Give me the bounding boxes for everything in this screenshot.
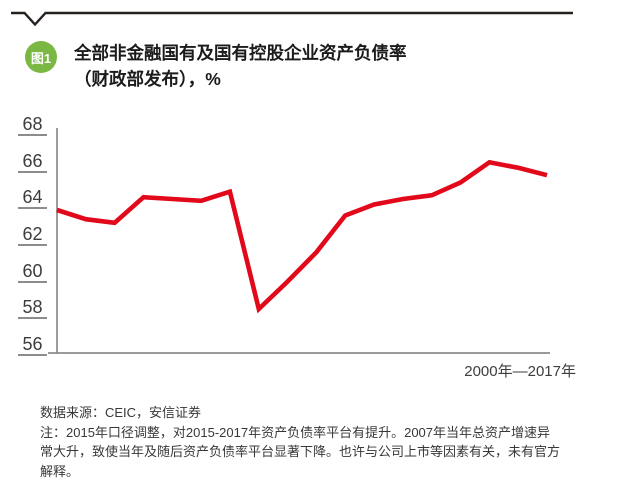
note-line: 注：2015年口径调整，对2015-2017年资产负债率平台有提升。2007年当… — [40, 424, 551, 440]
y-axis-tick-label: 66 — [18, 152, 47, 173]
data-source-line: 数据来源：CEIC，安信证券 — [40, 405, 202, 420]
asset-liability-ratio-line — [56, 159, 548, 314]
y-axis-tick-label: 62 — [18, 225, 47, 246]
footer-notes: 数据来源：CEIC，安信证券 注：2015年口径调整，对2015-2017年资产… — [40, 403, 600, 481]
chart-title-line1: 全部非金融国有及国有控股企业资产负债率 — [74, 43, 407, 63]
note-line: 解释。 — [40, 463, 80, 479]
y-axis-tick-label: 56 — [18, 335, 47, 356]
y-axis-tick-label: 68 — [18, 115, 47, 136]
top-rule-with-notch-icon — [11, 11, 573, 27]
figure-number-badge: 图1 — [25, 41, 57, 73]
chart-title-line2: （财政部发布），% — [74, 69, 221, 89]
y-axis-tick-label: 58 — [18, 298, 47, 320]
y-axis-tick-label: 64 — [18, 188, 47, 210]
x-axis-range-label: 2000年—2017年 — [464, 363, 576, 380]
note-line: 常大升，致使当年及随后资产负债率平台显著下降。也许与公司上市等因素有关，未有官方 — [40, 444, 561, 459]
chart-title: 全部非金融国有及国有控股企业资产负债率 （财政部发布），% — [74, 40, 554, 92]
y-axis-tick-label: 60 — [18, 262, 47, 283]
